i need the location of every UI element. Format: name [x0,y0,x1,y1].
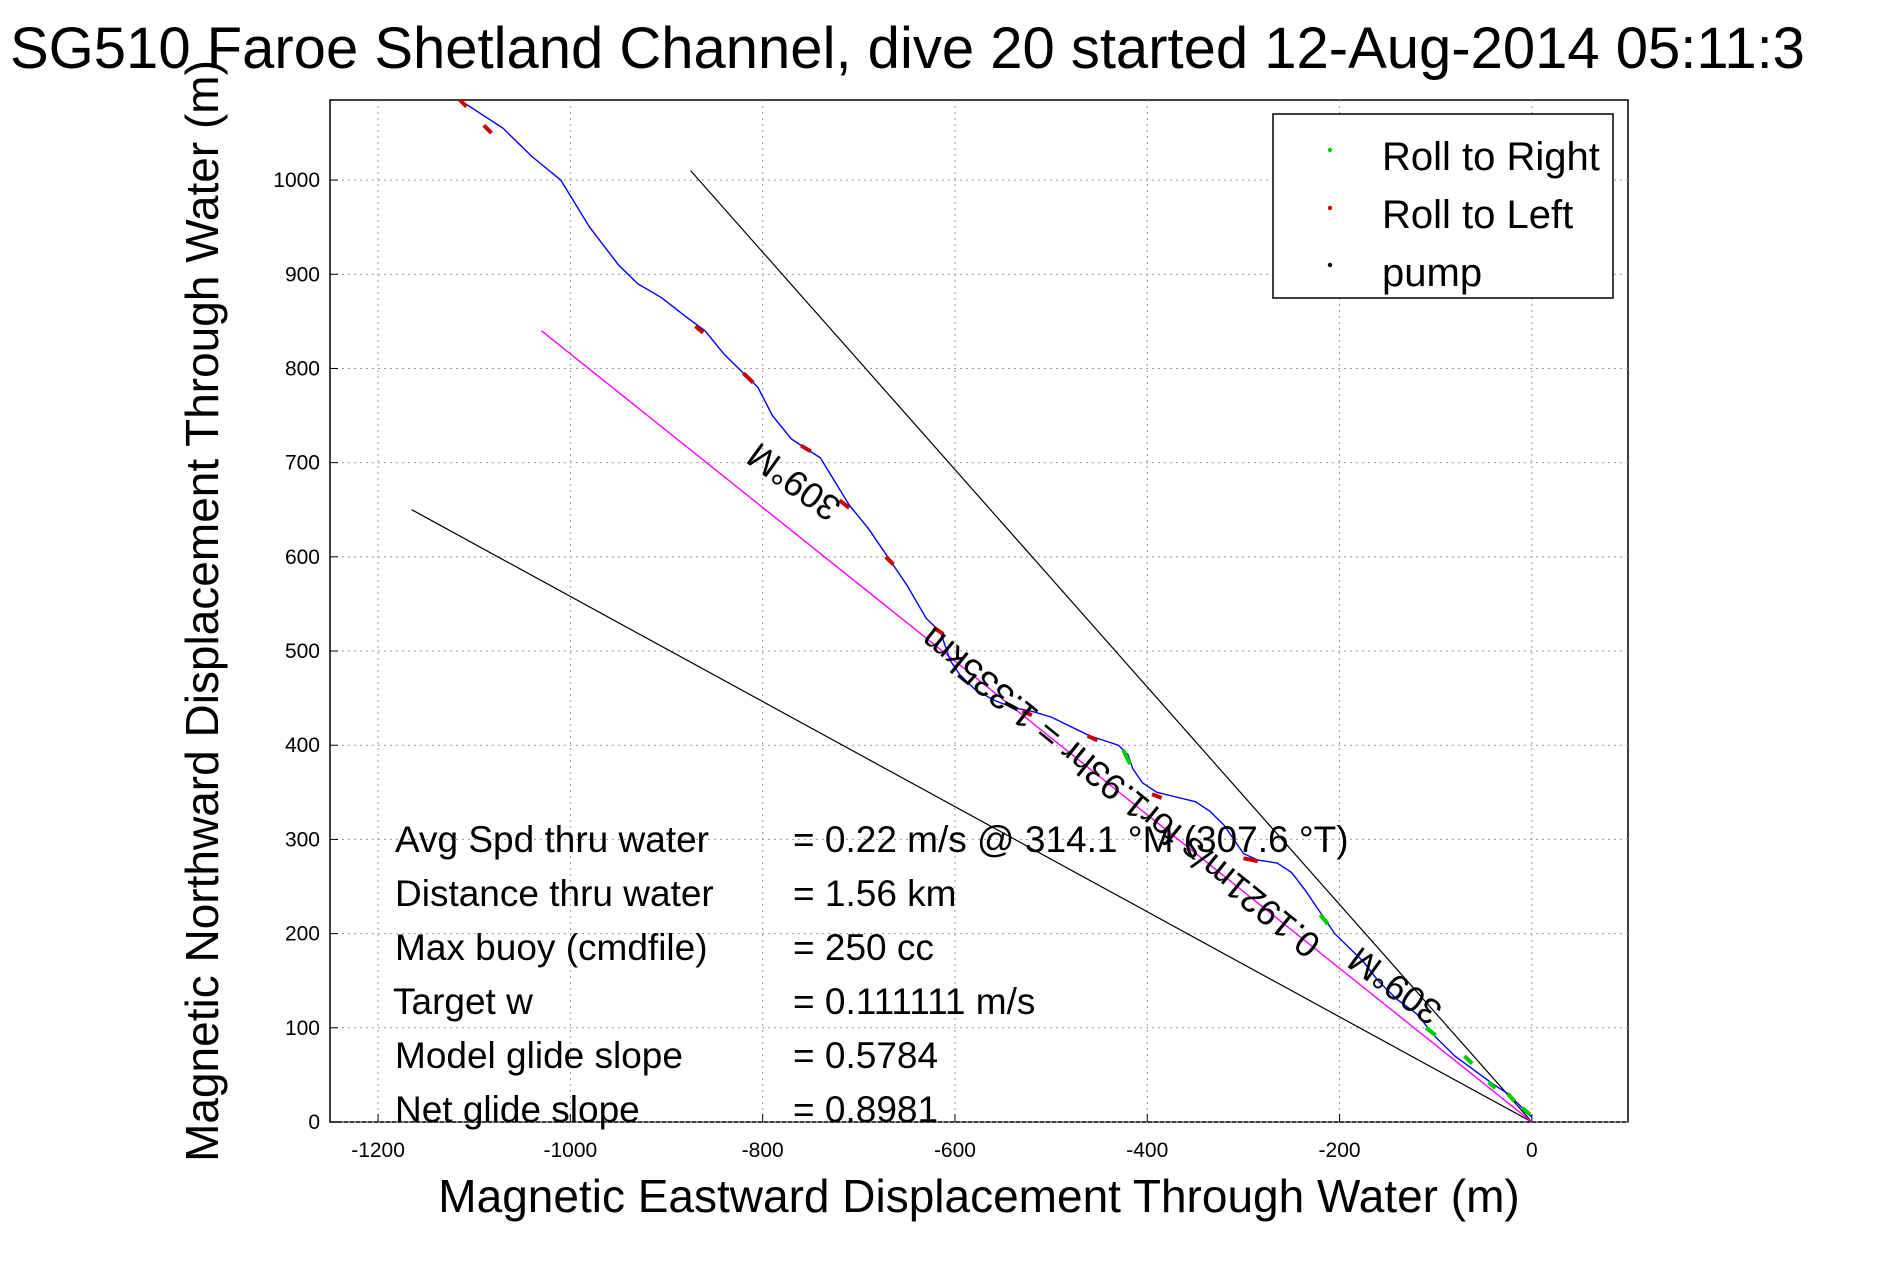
x-tick-label: -1000 [544,1139,598,1162]
x-tick-label: 0 [1526,1139,1538,1162]
summary-label-distance: Distance thru water [395,873,714,914]
y-tick-label: 400 [285,734,320,757]
x-axis-label: Magnetic Eastward Displacement Through W… [438,1170,1519,1222]
roll-left-segment [742,371,755,385]
x-tick-label: -800 [742,1139,784,1162]
summary-value-target-w: = 0.111111 m/s [793,981,1035,1022]
y-tick-label: 0 [308,1111,320,1134]
y-axis-ticks: 0 100 200 300 400 500 600 700 800 900 1000 [273,169,338,1134]
summary-label-avg-speed: Avg Spd thru water [395,819,709,860]
roll-left-segment [1086,734,1099,743]
x-tick-label: -400 [1126,1139,1168,1162]
summary-block: Avg Spd thru water = 0.22 m/s @ 314.1 °M… [393,819,1349,1130]
y-tick-label: 100 [285,1017,320,1040]
roll-right-segment [1520,1106,1532,1117]
legend-label-pump: pump [1382,251,1482,295]
y-tick-label: 300 [285,828,320,851]
y-axis-label: Magnetic Northward Displacement Through … [176,60,228,1162]
y-tick-label: 700 [285,452,320,475]
summary-label-max-buoy: Max buoy (cmdfile) [395,927,708,968]
y-tick-label: 500 [285,640,320,663]
summary-label-model-glide: Model glide slope [395,1035,683,1076]
y-tick-label: 600 [285,546,320,569]
heading-line [541,330,1533,1123]
roll-right-segment [1463,1054,1474,1066]
summary-value-max-buoy: = 250 cc [793,927,934,968]
roll-right-segment [1424,1026,1437,1037]
y-tick-label: 900 [285,263,320,286]
reference-line [690,170,1533,1123]
roll-left-segment [1021,709,1033,717]
legend-label-roll-right: Roll to Right [1382,135,1600,179]
roll-left-segment [838,498,851,510]
summary-value-avg-speed: = 0.22 m/s @ 314.1 °M (307.6 °T) [793,819,1349,860]
glider-track-line [459,99,1533,1118]
summary-label-net-glide: Net glide slope [395,1089,640,1130]
legend: Roll to Right Roll to Left pump [1272,113,1614,299]
y-tick-label: 200 [285,923,320,946]
x-tick-label: -1200 [351,1139,405,1162]
roll-right-segment [1121,749,1132,765]
x-axis-ticks: -1200 -1000 -800 -600 -400 -200 0 [351,1114,1538,1162]
x-tick-label: -600 [934,1139,976,1162]
data-lines [411,98,1533,1123]
x-tick-label: -200 [1319,1139,1361,1162]
roll-left-segment [1243,856,1259,864]
roll-right-segment [1506,1092,1517,1103]
summary-value-model-glide: = 0.5784 [793,1035,938,1076]
roll-left-segment [884,555,895,566]
summary-value-distance: = 1.56 km [793,873,957,914]
roll-left-segment [1151,792,1163,800]
reference-line [411,509,1533,1123]
legend-marker-pump [1327,262,1333,268]
summary-value-net-glide: = 0.8981 [793,1089,938,1130]
chart-title: SG510 Faroe Shetland Channel, dive 20 st… [10,16,1805,81]
roll-left-segment [458,98,468,109]
pump-segment [1004,701,1019,712]
legend-label-roll-left: Roll to Left [1382,193,1573,237]
legend-marker-roll-right [1327,147,1333,153]
roll-right-segment [1487,1080,1497,1090]
roll-left-segment [694,324,705,335]
roll-right-segment [1318,913,1330,926]
roll-left-segment [932,625,945,636]
legend-marker-roll-left [1327,205,1333,211]
y-tick-label: 1000 [273,169,320,192]
roll-left-segment [800,443,812,454]
summary-label-target-w: Target w [393,981,533,1022]
y-tick-label: 800 [285,357,320,380]
roll-left-segment [482,123,493,135]
